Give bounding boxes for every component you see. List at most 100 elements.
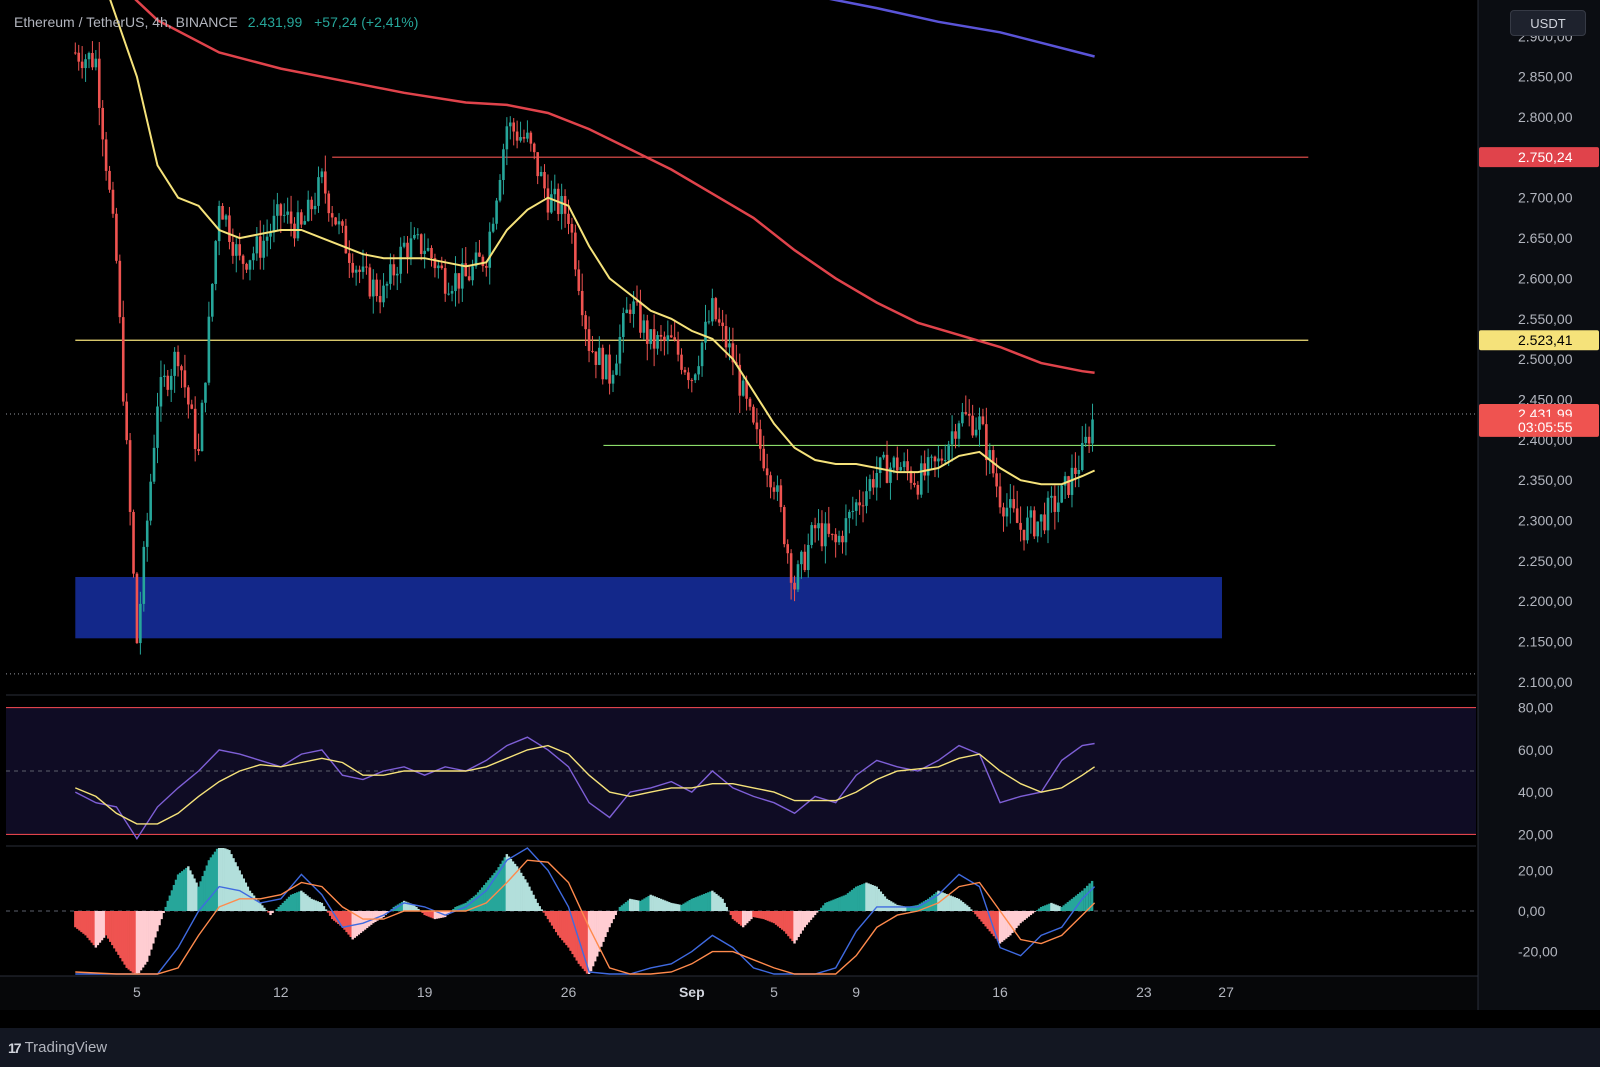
macd-bar (1090, 880, 1094, 911)
macd-bar (774, 911, 778, 925)
candle (779, 485, 783, 508)
candle (649, 329, 652, 344)
ma-fast-line (109, 0, 1096, 486)
macd-bar (965, 905, 969, 911)
macd-bar (548, 911, 552, 923)
macd-bar (127, 911, 130, 970)
candle (1074, 467, 1077, 474)
macd-bar (285, 898, 289, 911)
candle (330, 213, 334, 218)
price-tick-label: 2.250,00 (1518, 553, 1573, 569)
macd-bar (376, 911, 379, 921)
macd-bar (1068, 900, 1072, 911)
macd-bar (456, 906, 459, 911)
macd-bar (809, 911, 813, 920)
macd-bar (460, 904, 463, 911)
macd-bar (992, 911, 996, 937)
candle (156, 406, 159, 448)
macd-bar (277, 906, 280, 911)
macd-bar (573, 911, 576, 958)
brand-label: TradingView (24, 1039, 108, 1056)
candle (443, 268, 447, 294)
candle (252, 253, 255, 261)
macd-bar (680, 904, 683, 911)
price-tick-label: 2.500,00 (1518, 351, 1573, 367)
macd-bar (709, 891, 712, 911)
candle (392, 264, 396, 276)
candle (861, 505, 865, 507)
candle (351, 262, 355, 273)
macd-bar (1009, 911, 1012, 936)
candle (851, 510, 855, 512)
macd-bar (474, 894, 478, 911)
candle (276, 204, 279, 216)
currency-button[interactable]: USDT (1510, 10, 1586, 36)
macd-bar (752, 911, 755, 918)
tradingview-brand[interactable]: 17 TradingView (8, 1039, 107, 1056)
candle (697, 366, 700, 375)
macd-bar (522, 876, 525, 911)
candle (872, 479, 875, 488)
candle (1036, 521, 1040, 537)
macd-bar (349, 911, 352, 938)
candle (317, 177, 320, 206)
candle (553, 188, 557, 195)
macd-bar (106, 911, 110, 939)
macd-bar (889, 901, 893, 911)
macd-bar (832, 899, 835, 911)
candle (337, 221, 341, 225)
macd-bar (1023, 911, 1026, 920)
macd-bar (495, 870, 498, 911)
macd-tick-label: 0,00 (1518, 903, 1545, 919)
candle (481, 256, 485, 267)
macd-bar (244, 882, 248, 911)
macd-bar (248, 890, 252, 911)
macd-bar (347, 911, 350, 935)
candle (320, 171, 324, 178)
macd-bar (978, 911, 981, 920)
macd-bar (1000, 911, 1004, 942)
macd-bar (485, 882, 488, 911)
macd-bar (760, 911, 763, 919)
macd-bar (139, 911, 143, 971)
macd-bar (559, 911, 562, 938)
candle (741, 380, 745, 396)
macd-bar (1064, 903, 1068, 911)
candle (169, 375, 173, 390)
macd-bar (717, 895, 720, 911)
macd-bar (468, 899, 472, 911)
macd-bar (220, 848, 223, 911)
candle (817, 523, 820, 529)
macd-bar (653, 896, 657, 911)
macd-bar (1031, 911, 1035, 914)
candle (478, 252, 481, 257)
candle (680, 354, 683, 370)
macd-bar (215, 848, 219, 911)
candle (447, 293, 450, 295)
macd-bar (725, 906, 728, 911)
candle (601, 347, 605, 380)
candle (1015, 508, 1019, 523)
macd-bar (180, 871, 184, 911)
candle (173, 351, 176, 376)
candle (656, 334, 659, 349)
macd-bar (1013, 911, 1016, 931)
macd-bar (271, 911, 274, 914)
candle (947, 444, 950, 461)
candle (1009, 499, 1012, 508)
candle (759, 429, 762, 449)
candle (1046, 497, 1050, 531)
candle (902, 461, 906, 468)
macd-bar (690, 898, 693, 911)
candle (762, 448, 766, 469)
candle (450, 291, 454, 294)
macd-bar (318, 902, 322, 911)
macd-bar (702, 893, 706, 911)
macd-bar (834, 898, 837, 911)
macd-bar (148, 911, 151, 956)
macd-bar (534, 898, 537, 911)
macd-bar (799, 911, 802, 934)
macd-bar (359, 911, 363, 933)
macd-bar (90, 911, 93, 943)
